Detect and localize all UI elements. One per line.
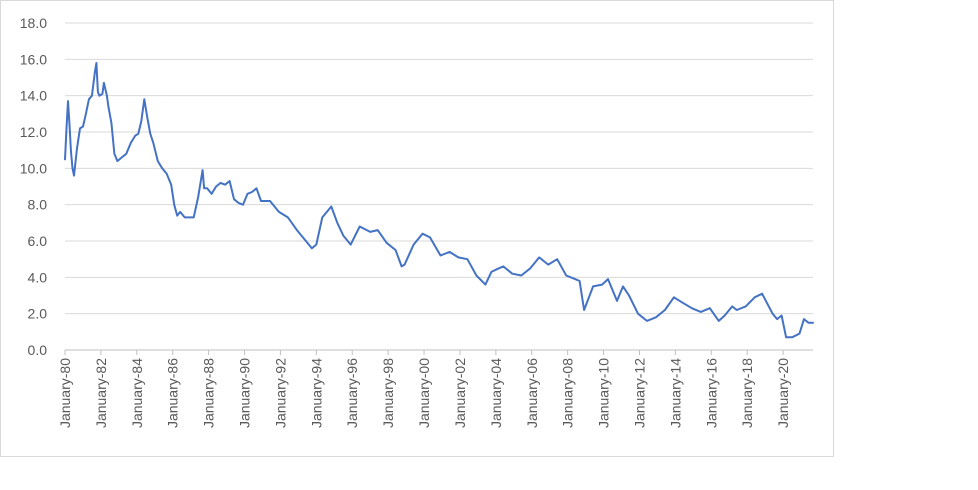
y-tick-label: 16.0 (20, 51, 47, 67)
y-tick-label: 14.0 (20, 88, 47, 104)
y-tick-label: 18.0 (20, 15, 47, 31)
x-tick-label: January-08 (560, 358, 576, 428)
series-layer (64, 62, 814, 339)
chart-frame: 0.0 2.0 4.0 6.0 8.0 10.0 12.0 14.0 16.0 18.0 Janu… (0, 0, 834, 457)
x-tick-label: January-82 (93, 358, 109, 428)
x-axis (64, 349, 813, 355)
x-tick-label: January-90 (237, 358, 253, 428)
gridlines (65, 22, 813, 315)
y-tick-label: 8.0 (28, 197, 48, 213)
x-tick-label: January-14 (667, 358, 683, 428)
y-tick-label: 10.0 (20, 160, 47, 176)
x-tick-label: January-20 (775, 358, 791, 428)
x-tick-label: January-12 (631, 358, 647, 428)
x-tick-label: January-10 (596, 358, 612, 428)
x-tick-label: January-94 (308, 358, 324, 428)
x-tick-label: January-18 (739, 358, 755, 428)
x-tick-label: January-02 (452, 358, 468, 428)
x-tick-label: January-92 (272, 358, 288, 428)
x-axis-tick-labels: January-80 January-82 January-84 January-86… (57, 358, 791, 428)
y-tick-label: 12.0 (20, 124, 47, 140)
x-tick-label: January-06 (524, 358, 540, 428)
x-tick-label: January-86 (165, 358, 181, 428)
y-tick-label: 4.0 (28, 269, 48, 285)
x-tick-label: January-84 (129, 358, 145, 428)
series-line (64, 62, 814, 339)
line-chart: 0.0 2.0 4.0 6.0 8.0 10.0 12.0 14.0 16.0 18.0 Janu… (20, 15, 814, 428)
x-tick-label: January-96 (344, 358, 360, 428)
x-tick-label: January-00 (416, 358, 432, 428)
x-tick-label: January-16 (703, 358, 719, 428)
x-tick-label: January-80 (57, 358, 73, 428)
y-tick-label: 0.0 (28, 342, 48, 358)
x-tick-label: January-04 (488, 358, 504, 428)
y-tick-label: 6.0 (28, 233, 48, 249)
y-tick-label: 2.0 (28, 306, 48, 322)
x-tick-label: January-88 (201, 358, 217, 428)
x-tick-label: January-98 (380, 358, 396, 428)
y-axis-tick-labels: 0.0 2.0 4.0 6.0 8.0 10.0 12.0 14.0 16.0 18.0 (20, 15, 47, 358)
